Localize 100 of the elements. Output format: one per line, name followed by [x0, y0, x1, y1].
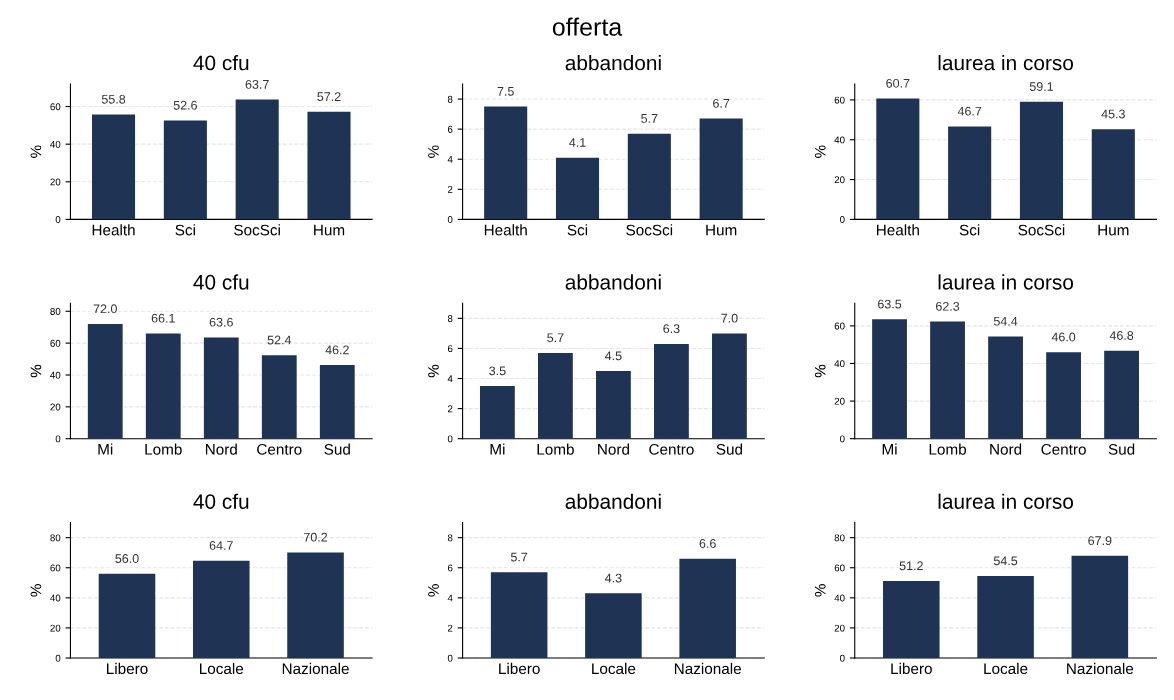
- y-tick-label: 0: [55, 216, 61, 223]
- data-label: 57.2: [317, 92, 341, 102]
- bar: [699, 118, 743, 220]
- bar: [930, 321, 965, 439]
- bar: [1071, 555, 1129, 658]
- data-label: 4.3: [605, 573, 622, 583]
- x-tick-label: Nazionale: [282, 662, 349, 675]
- y-axis-title: %: [30, 364, 42, 378]
- x-tick-label: Sci: [567, 224, 588, 236]
- x-tick-label: Lomb: [145, 443, 182, 455]
- data-label: 46.0: [1051, 332, 1076, 342]
- bar: [261, 355, 297, 439]
- x-tick-label: SocSci: [626, 224, 673, 236]
- data-label: 59.1: [1029, 82, 1054, 91]
- x-tick-label: Hum: [706, 224, 737, 236]
- x-tick-label: Health: [92, 224, 135, 236]
- data-label: 46.2: [325, 345, 349, 355]
- bar: [872, 319, 907, 439]
- x-tick-label: Mi: [490, 443, 505, 455]
- data-label: 6.6: [699, 539, 716, 548]
- bar: [192, 560, 250, 658]
- data-label: 64.7: [209, 541, 233, 550]
- bar: [948, 126, 992, 220]
- bar: [596, 371, 631, 439]
- bar: [319, 365, 355, 439]
- data-label: 7.0: [721, 313, 738, 323]
- bar: [98, 573, 156, 658]
- y-tick-label: 40: [50, 371, 61, 379]
- x-tick-label: Hum: [1098, 224, 1129, 236]
- y-tick-label: 20: [50, 178, 61, 186]
- y-tick-label: 2: [447, 405, 453, 413]
- data-label: 6.3: [663, 324, 680, 334]
- x-tick-label: Centro: [257, 443, 302, 455]
- y-tick-label: 20: [50, 403, 61, 411]
- y-tick-label: 0: [55, 435, 61, 443]
- y-tick-label: 4: [447, 375, 453, 383]
- x-tick-label: Health: [877, 224, 919, 236]
- bar: [1046, 352, 1081, 439]
- x-tick-label: Sci: [175, 224, 195, 236]
- data-label: 66.1: [151, 313, 175, 323]
- data-label: 63.7: [245, 79, 269, 89]
- y-axis-title: %: [30, 145, 42, 158]
- bar: [1104, 350, 1139, 439]
- bar: [163, 120, 207, 220]
- x-tick-label: Centro: [649, 443, 694, 455]
- x-tick-label: Health: [484, 224, 527, 236]
- y-tick-label: 20: [834, 176, 845, 184]
- bar: [679, 558, 736, 658]
- bar: [654, 343, 689, 439]
- chart-title: abbandoni: [565, 274, 661, 290]
- chart-title: abbandoni: [565, 493, 661, 509]
- y-tick-label: 0: [839, 216, 845, 223]
- bar: [876, 98, 920, 220]
- x-tick-label: Lomb: [929, 443, 967, 455]
- bar: [91, 114, 136, 220]
- y-tick-label: 80: [834, 534, 845, 542]
- x-tick-label: SocSci: [234, 224, 280, 236]
- chart-title: 40 cfu: [193, 55, 249, 71]
- y-tick-label: 2: [447, 186, 453, 193]
- y-axis-title: %: [814, 584, 826, 597]
- bar: [1019, 101, 1064, 220]
- y-tick-label: 0: [839, 435, 845, 443]
- data-label: 51.2: [899, 561, 923, 571]
- y-tick-label: 6: [447, 345, 453, 353]
- bar: [484, 106, 528, 220]
- y-tick-label: 6: [447, 564, 453, 572]
- y-axis-title: %: [30, 584, 42, 597]
- text: offerta: [552, 17, 623, 36]
- y-tick-label: 0: [839, 654, 845, 662]
- bar: [977, 576, 1034, 658]
- y-tick-label: 0: [447, 654, 453, 662]
- y-tick-label: 60: [834, 564, 845, 572]
- y-tick-label: 0: [55, 654, 61, 662]
- x-tick-label: Centro: [1041, 443, 1086, 455]
- y-tick-label: 4: [447, 594, 453, 602]
- y-axis-title: %: [814, 145, 826, 158]
- bar: [1091, 129, 1135, 220]
- y-tick-label: 8: [447, 534, 453, 542]
- y-tick-label: 40: [50, 140, 61, 148]
- y-tick-label: 20: [50, 624, 61, 632]
- y-tick-label: 4: [447, 156, 453, 163]
- data-label: 55.8: [101, 94, 126, 104]
- data-label: 52.4: [267, 335, 292, 345]
- bar: [479, 386, 515, 439]
- data-label: 56.0: [115, 554, 139, 563]
- data-label: 45.3: [1101, 109, 1125, 119]
- y-tick-label: 60: [834, 96, 845, 104]
- bar: [203, 337, 239, 439]
- x-tick-label: Hum: [314, 224, 345, 236]
- chart-title: laurea in corso: [938, 493, 1074, 509]
- x-tick-label: Locale: [200, 662, 244, 675]
- y-tick-label: 8: [447, 95, 453, 103]
- data-label: 63.6: [209, 317, 233, 327]
- y-tick-label: 80: [50, 534, 61, 542]
- data-label: 70.2: [304, 532, 328, 542]
- bar: [87, 324, 123, 439]
- bar: [585, 593, 642, 658]
- chart-title: laurea in corso: [938, 55, 1074, 71]
- x-tick-label: Sud: [716, 443, 743, 455]
- x-tick-label: Mi: [882, 443, 897, 455]
